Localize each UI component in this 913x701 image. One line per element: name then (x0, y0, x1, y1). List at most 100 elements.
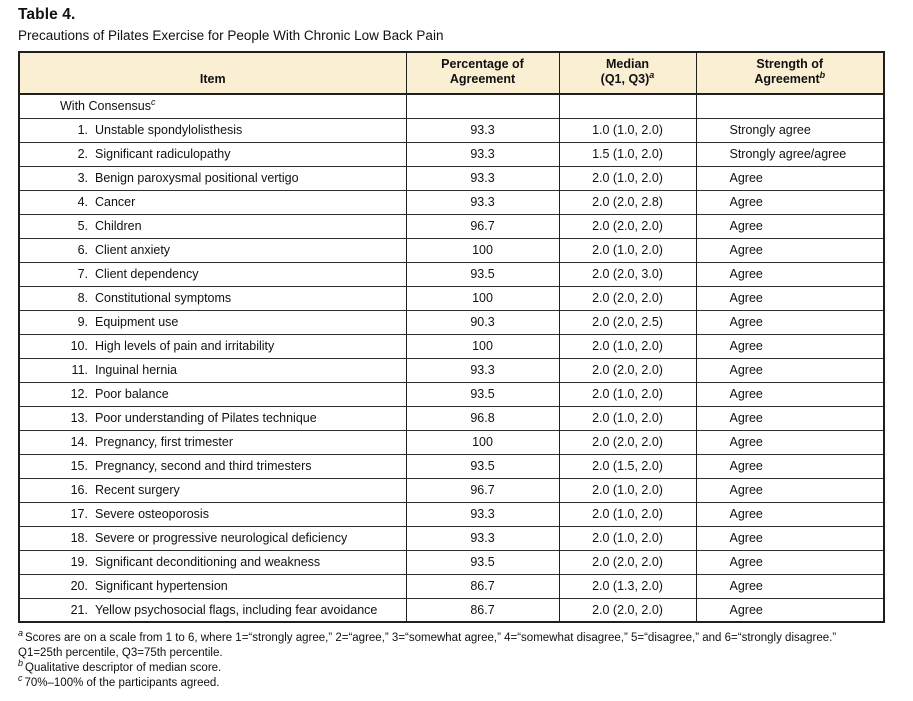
item-number: 15. (70, 459, 88, 473)
item-cell: 20. Significant hypertension (19, 573, 406, 598)
strength-cell: Agree (695, 261, 884, 286)
item-cell: 13. Poor understanding of Pilates techniq… (19, 405, 406, 430)
col-header-percentage: Percentage of Agreement (405, 52, 559, 95)
strength-cell: Agree (695, 549, 884, 574)
item-number: 8. (77, 291, 88, 305)
table-row: 9. Equipment use 90.3 2.0 (2.0, 2.5) Agre… (19, 309, 884, 334)
item-number: 2. (77, 147, 88, 161)
item-number: 1. (77, 123, 88, 137)
median-cell: 2.0 (1.0, 2.0) (558, 333, 696, 358)
item-cell: 16. Recent surgery (19, 477, 406, 502)
precautions-table: Item Percentage of Agreement Median (Q1,… (18, 51, 885, 623)
table-row: 21. Yellow psychosocial flags, including … (19, 597, 884, 622)
percentage-cell: 93.5 (405, 549, 559, 574)
table-row: 17. Severe osteoporosis 93.3 2.0 (1.0, 2.… (19, 501, 884, 526)
footnote-b: b Qualitative descriptor of median score. (18, 658, 222, 674)
item-label: Benign paroxysmal positional vertigo (95, 171, 299, 185)
strength-cell: Strongly agree (695, 117, 884, 142)
median-cell: 2.0 (2.0, 2.0) (558, 213, 696, 238)
footnote-c: c 70%–100% of the participants agreed. (18, 673, 220, 689)
percentage-cell: 96.7 (405, 477, 559, 502)
percentage-cell: 100 (405, 237, 559, 262)
item-cell: 8. Constitutional symptoms (19, 285, 406, 310)
section-cell: With Consensusc (19, 93, 406, 118)
median-cell-empty (558, 93, 696, 118)
item-cell: 17. Severe osteoporosis (19, 501, 406, 526)
item-label: Cancer (95, 195, 136, 209)
item-cell: 14. Pregnancy, first trimester (19, 429, 406, 454)
strength-cell: Strongly agree/agree (695, 141, 884, 166)
median-cell: 2.0 (1.3, 2.0) (558, 573, 696, 598)
percentage-cell: 100 (405, 333, 559, 358)
median-cell: 1.5 (1.0, 2.0) (558, 141, 696, 166)
item-label: Pregnancy, first trimester (95, 435, 234, 449)
item-number: 7. (77, 267, 88, 281)
percentage-cell: 100 (405, 285, 559, 310)
strength-cell: Agree (695, 213, 884, 238)
item-label: Client dependency (95, 267, 199, 281)
strength-cell: Agree (695, 405, 884, 430)
strength-cell: Agree (695, 429, 884, 454)
percentage-cell: 93.5 (405, 453, 559, 478)
median-cell: 2.0 (1.0, 2.0) (558, 165, 696, 190)
median-cell: 2.0 (1.0, 2.0) (558, 405, 696, 430)
table-row: 20. Significant hypertension 86.7 2.0 (1.… (19, 573, 884, 598)
table-row: 10. High levels of pain and irritability … (19, 333, 884, 358)
section-label: With Consensus (60, 99, 152, 114)
median-cell: 2.0 (1.5, 2.0) (558, 453, 696, 478)
median-cell: 2.0 (2.0, 2.0) (558, 597, 696, 622)
item-cell: 18. Severe or progressive neurological de… (19, 525, 406, 550)
item-label: Unstable spondylolisthesis (95, 123, 243, 137)
item-label: Client anxiety (95, 243, 171, 257)
footnote-marker-c: c (151, 97, 156, 108)
strength-cell: Agree (695, 237, 884, 262)
median-cell: 2.0 (2.0, 2.0) (558, 429, 696, 454)
percentage-cell: 93.3 (405, 165, 559, 190)
strength-cell: Agree (695, 525, 884, 550)
strength-cell: Agree (695, 453, 884, 478)
item-label: Significant radiculopathy (95, 147, 231, 161)
item-number: 5. (77, 219, 88, 233)
percentage-cell: 96.8 (405, 405, 559, 430)
item-number: 6. (77, 243, 88, 257)
item-cell: 1. Unstable spondylolisthesis (19, 117, 406, 142)
item-label: Inguinal hernia (95, 363, 178, 377)
item-cell: 3. Benign paroxysmal positional vertigo (19, 165, 406, 190)
item-cell: 6. Client anxiety (19, 237, 406, 262)
item-label: Significant deconditioning and weakness (95, 555, 321, 569)
item-number: 9. (77, 315, 88, 329)
table-body: With Consensusc 1. Unstable spondylolisth… (19, 93, 884, 622)
strength-cell: Agree (695, 333, 884, 358)
item-number: 3. (77, 171, 88, 185)
strength-cell-empty (695, 93, 884, 118)
col-header-strength: Strength of Agreementb (695, 52, 884, 95)
item-label: Equipment use (95, 315, 179, 329)
item-label: Recent surgery (95, 483, 180, 497)
item-number: 12. (70, 387, 88, 401)
percentage-cell: 93.5 (405, 261, 559, 286)
table-row: 4. Cancer 93.3 2.0 (2.0, 2.8) Agree (19, 189, 884, 214)
table-row: 18. Severe or progressive neurological de… (19, 525, 884, 550)
strength-cell: Agree (695, 381, 884, 406)
strength-cell: Agree (695, 573, 884, 598)
table-row: 11. Inguinal hernia 93.3 2.0 (2.0, 2.0) A… (19, 357, 884, 382)
item-number: 20. (70, 579, 88, 593)
median-cell: 2.0 (2.0, 2.0) (558, 285, 696, 310)
item-cell: 7. Client dependency (19, 261, 406, 286)
pct-cell-empty (405, 93, 559, 118)
median-cell: 2.0 (2.0, 2.0) (558, 549, 696, 574)
item-cell: 2. Significant radiculopathy (19, 141, 406, 166)
table-row: 15. Pregnancy, second and third trimester… (19, 453, 884, 478)
item-cell: 12. Poor balance (19, 381, 406, 406)
item-label: Severe osteoporosis (95, 507, 209, 521)
table-row: 12. Poor balance 93.5 2.0 (1.0, 2.0) Agre… (19, 381, 884, 406)
table-row: 14. Pregnancy, first trimester 100 2.0 (2… (19, 429, 884, 454)
table-row: 16. Recent surgery 96.7 2.0 (1.0, 2.0) Ag… (19, 477, 884, 502)
percentage-cell: 100 (405, 429, 559, 454)
median-cell: 2.0 (1.0, 2.0) (558, 501, 696, 526)
item-label: Constitutional symptoms (95, 291, 232, 305)
strength-cell: Agree (695, 165, 884, 190)
item-number: 13. (70, 411, 88, 425)
table-row: 13. Poor understanding of Pilates techniq… (19, 405, 884, 430)
strength-cell: Agree (695, 309, 884, 334)
